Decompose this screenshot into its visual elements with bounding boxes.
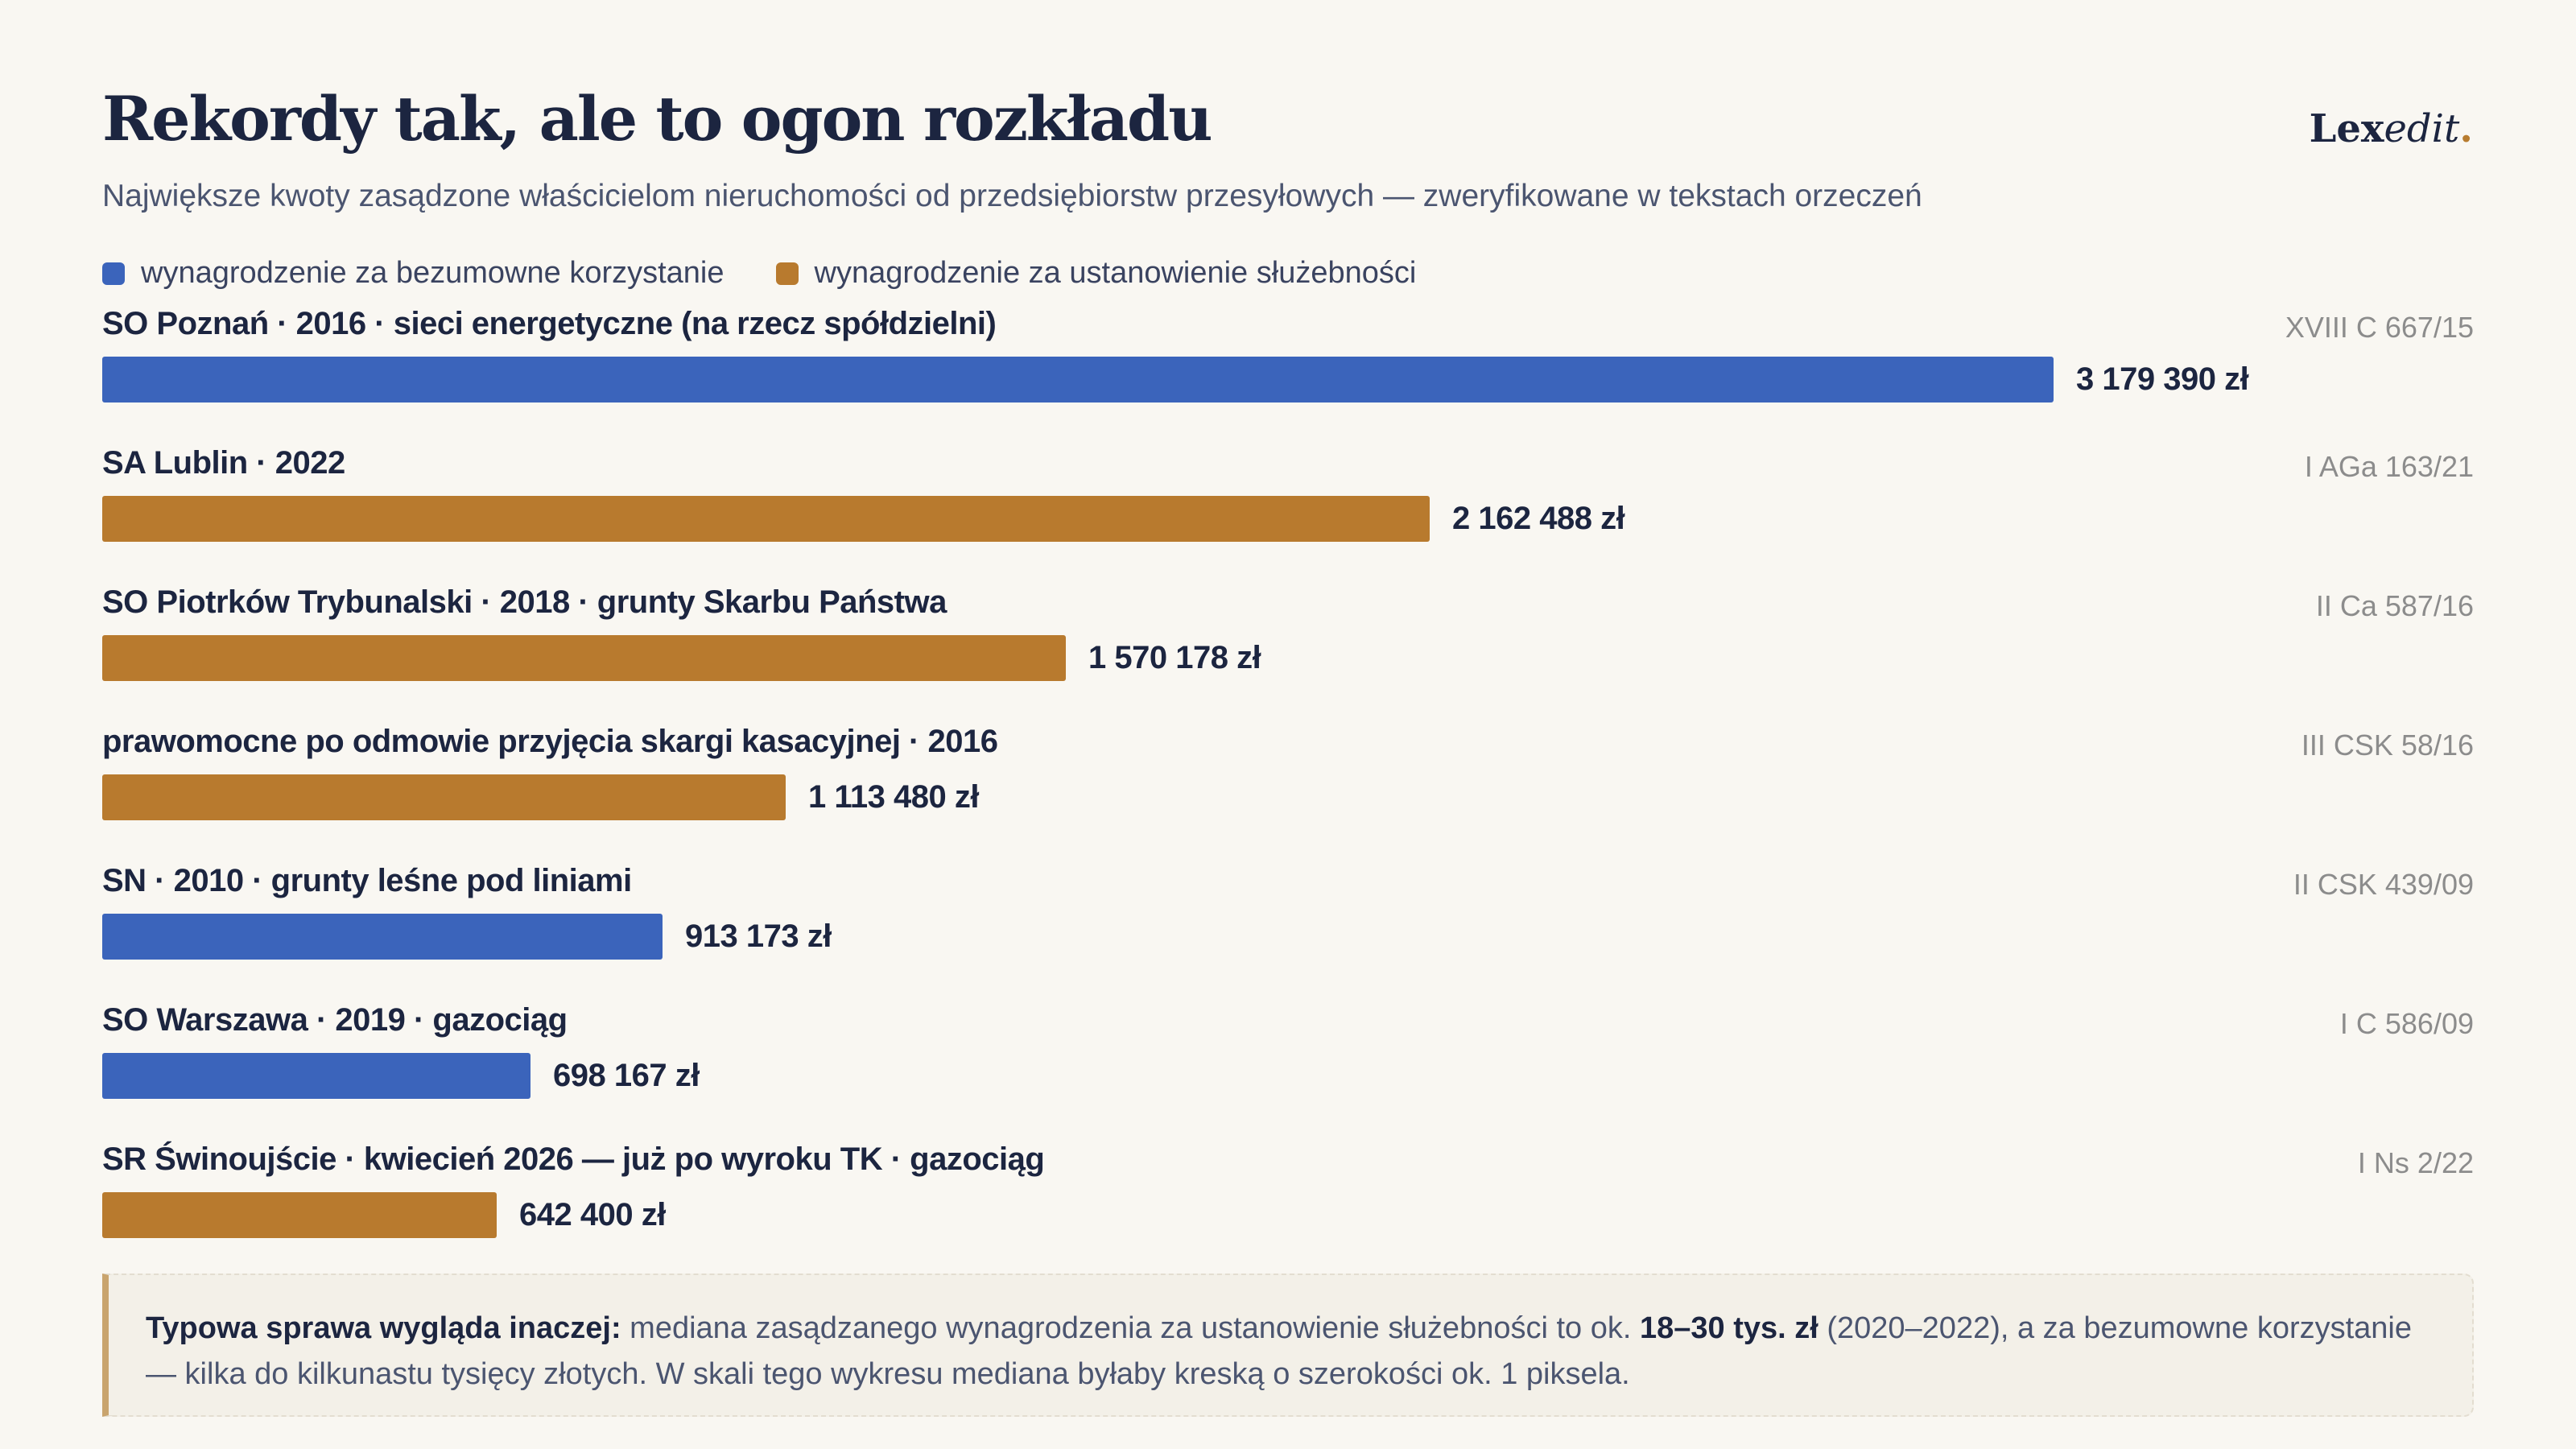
bar-chart: SO Poznań · 2016 · sieci energetyczne (n…: [102, 306, 2474, 1281]
bar-track: 642 400 zł: [102, 1192, 2474, 1238]
case-number: I Ns 2/22: [2357, 1146, 2474, 1179]
case-number: I C 586/09: [2339, 1007, 2474, 1040]
bar-label: SO Piotrków Trybunalski · 2018 · grunty …: [102, 584, 947, 620]
bar-orange: [102, 1192, 497, 1238]
bar-value-label: 3 179 390 zł: [2076, 361, 2249, 397]
legend-label-blue: wynagrodzenie za bezumowne korzystanie: [141, 256, 724, 290]
bar-value-label: 2 162 488 zł: [1452, 501, 1625, 536]
bar-row: prawomocne po odmowie przyjęcia skargi k…: [102, 724, 2474, 863]
bar-orange: [102, 635, 1066, 681]
brand-italic: edit: [2384, 106, 2460, 151]
legend-swatch-blue: [102, 262, 125, 285]
bar-label: prawomocne po odmowie przyjęcia skargi k…: [102, 724, 998, 759]
brand-main: Lex: [2309, 106, 2384, 151]
bar-label: SR Świnoujście · kwiecień 2026 — już po …: [102, 1141, 1045, 1177]
note-text-2: (2020–2022), a za bezumowne korzystanie …: [146, 1311, 2413, 1391]
bar-orange: [102, 496, 1430, 542]
case-number: III CSK 58/16: [2301, 729, 2474, 762]
note-highlight: 18–30 tys. zł: [1639, 1311, 1818, 1345]
legend-label-orange: wynagrodzenie za ustanowienie służebnośc…: [814, 256, 1417, 290]
bar-row: SO Poznań · 2016 · sieci energetyczne (n…: [102, 306, 2474, 445]
bar-track: 3 179 390 zł: [102, 357, 2474, 402]
bar-value-label: 913 173 zł: [685, 919, 832, 954]
chart-title: Rekordy tak, ale to ogon rozkładu: [102, 83, 1212, 155]
bar-blue: [102, 914, 663, 960]
case-number: II CSK 439/09: [2293, 868, 2474, 901]
case-number: I AGa 163/21: [2304, 450, 2474, 483]
brand-logo: Lexedit.: [2310, 106, 2473, 151]
case-number: II Ca 587/16: [2315, 589, 2474, 622]
bar-label: SO Poznań · 2016 · sieci energetyczne (n…: [102, 306, 997, 341]
bar-orange: [102, 774, 786, 820]
bar-label: SA Lublin · 2022: [102, 445, 345, 481]
legend-item-orange: wynagrodzenie za ustanowienie służebnośc…: [775, 256, 1417, 291]
median-note: Typowa sprawa wygląda inaczej: mediana z…: [102, 1274, 2474, 1417]
bar-value-label: 642 400 zł: [519, 1197, 666, 1232]
bar-row: SO Piotrków Trybunalski · 2018 · grunty …: [102, 584, 2474, 724]
bar-blue: [102, 1053, 530, 1099]
legend-swatch-orange: [775, 262, 799, 285]
bar-track: 2 162 488 zł: [102, 496, 2474, 542]
brand-dot: .: [2459, 106, 2473, 151]
note-lead: Typowa sprawa wygląda inaczej:: [146, 1311, 621, 1345]
bar-row: SN · 2010 · grunty leśne pod liniami II C…: [102, 863, 2474, 1002]
bar-row: SR Świnoujście · kwiecień 2026 — już po …: [102, 1141, 2474, 1281]
bar-value-label: 698 167 zł: [553, 1058, 700, 1093]
note-text-1: mediana zasądzanego wynagrodzenia za ust…: [621, 1311, 1640, 1345]
legend-item-blue: wynagrodzenie za bezumowne korzystanie: [102, 256, 724, 291]
bar-row: SA Lublin · 2022 I AGa 163/21 2 162 488 zł: [102, 445, 2474, 584]
bar-value-label: 1 570 178 zł: [1088, 640, 1261, 675]
case-number: XVIII C 667/15: [2285, 311, 2474, 344]
bar-track: 698 167 zł: [102, 1053, 2474, 1099]
bar-track: 913 173 zł: [102, 914, 2474, 960]
legend: wynagrodzenie za bezumowne korzystanie w…: [102, 256, 1416, 291]
bar-row: SO Warszawa · 2019 · gazociąg I C 586/09 6…: [102, 1002, 2474, 1141]
bar-blue: [102, 357, 2054, 402]
bar-value-label: 1 113 480 zł: [808, 779, 979, 815]
bar-label: SO Warszawa · 2019 · gazociąg: [102, 1002, 568, 1038]
chart-subtitle: Największe kwoty zasądzone właścicielom …: [102, 179, 1922, 213]
bar-track: 1 570 178 zł: [102, 635, 2474, 681]
bar-label: SN · 2010 · grunty leśne pod liniami: [102, 863, 632, 898]
bar-track: 1 113 480 zł: [102, 774, 2474, 820]
